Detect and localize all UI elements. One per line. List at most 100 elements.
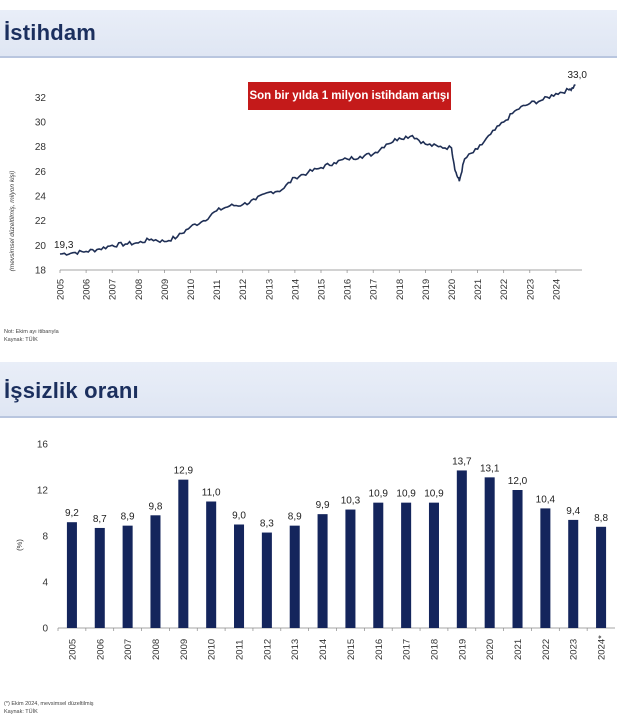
- unemployment-value-label: 9,9: [316, 500, 330, 511]
- unemployment-bar: [568, 519, 579, 628]
- unemployment-title: İşsizlik oranı: [4, 378, 139, 403]
- unemployment-value-label: 8,9: [288, 512, 302, 523]
- employment-note: Not: Ekim ayı itibarıyla: [4, 329, 59, 335]
- unemployment-value-label: 12,9: [174, 466, 194, 477]
- employment-y-tick-label: 30: [35, 118, 47, 129]
- employment-x-tick-label: 2015: [317, 279, 328, 300]
- unemployment-value-label: 10,9: [369, 489, 389, 500]
- unemployment-x-tick-label: 2018: [429, 639, 440, 660]
- unemployment-y-tick-label: 8: [42, 532, 48, 543]
- unemployment-y-tick-label: 0: [42, 624, 48, 635]
- unemployment-bar: [206, 501, 217, 628]
- unemployment-x-ticks: 2005 2006 2007 2008 2009 2010 2011 2012 2013 2014…: [57, 628, 608, 660]
- unemployment-value-label: 8,7: [93, 514, 107, 525]
- unemployment-bar: [401, 502, 412, 628]
- employment-x-tick-label: 2020: [447, 279, 458, 300]
- unemployment-x-tick-label: 2023: [569, 639, 580, 660]
- unemployment-bar: [122, 525, 133, 628]
- unemployment-value-label: 10,9: [424, 489, 444, 500]
- employment-x-tick-label: 2005: [56, 279, 67, 300]
- unemployment-source: Kaynak: TÜİK: [4, 709, 38, 715]
- unemployment-value-labels: 9,2 8,7 8,9 9,8 12,9 11,0 9,0 8,3 8,9 9,9 10,3 10,9…: [65, 456, 608, 529]
- employment-x-tick-label: 2016: [343, 279, 354, 300]
- employment-x-tick-label: 2007: [108, 279, 119, 300]
- employment-x-tick-label: 2012: [238, 279, 249, 300]
- employment-x-tick-label: 2018: [395, 279, 406, 300]
- employment-title: İstihdam: [4, 20, 97, 45]
- unemployment-x-tick-label: 2024*: [597, 635, 608, 660]
- employment-start-label: 19,3: [54, 240, 74, 251]
- employment-y-tick-label: 24: [35, 192, 47, 203]
- unemployment-value-label: 9,4: [566, 506, 580, 517]
- unemployment-x-tick-label: 2006: [95, 639, 106, 660]
- unemployment-y-tick-label: 4: [42, 578, 48, 589]
- employment-x-tick-label: 2014: [290, 279, 301, 300]
- employment-y-tick-label: 26: [35, 167, 47, 178]
- employment-x-tick-label: 2017: [369, 279, 380, 300]
- employment-x-tick-label: 2022: [499, 279, 510, 300]
- unemployment-bar-chart: (%) 0 4 8 12 16 9,2 8,7 8,9 9,8 12,9 11,0 9,0 8,3 8,…: [15, 440, 615, 660]
- unemployment-value-label: 9,2: [65, 508, 79, 519]
- unemployment-value-label: 10,3: [341, 496, 361, 507]
- unemployment-x-tick-label: 2014: [318, 639, 329, 660]
- unemployment-header: İşsizlik oranı: [0, 362, 617, 418]
- unemployment-bar: [456, 470, 467, 628]
- unemployment-x-tick-label: 2007: [123, 639, 134, 660]
- unemployment-bar: [150, 515, 161, 628]
- employment-x-tick-label: 2021: [473, 279, 484, 300]
- unemployment-value-label: 8,3: [260, 519, 274, 530]
- employment-callout: Son bir yılda 1 milyon istihdam artışı: [248, 82, 451, 110]
- unemployment-value-label: 13,7: [452, 456, 472, 467]
- employment-end-label: 33,0: [567, 70, 587, 81]
- unemployment-value-label: 13,1: [480, 463, 500, 474]
- employment-x-tick-label: 2024: [551, 279, 562, 300]
- unemployment-bar: [373, 502, 384, 628]
- employment-x-tick-label: 2023: [525, 279, 536, 300]
- unemployment-bar: [512, 490, 523, 628]
- employment-y-ticks: 18 20 22 24 26 28 30 32: [35, 93, 47, 277]
- unemployment-x-tick-label: 2013: [290, 639, 301, 660]
- unemployment-bar: [66, 522, 77, 628]
- employment-ylabel: (mevsimsel düzeltilmiş, milyon kişi): [9, 171, 16, 272]
- unemployment-x-tick-label: 2022: [541, 639, 552, 660]
- employment-y-tick-label: 22: [35, 216, 47, 227]
- unemployment-bar: [317, 514, 328, 628]
- unemployment-y-ticks: 0 4 8 12 16: [37, 440, 49, 635]
- unemployment-x-tick-label: 2015: [346, 639, 357, 660]
- unemployment-value-label: 8,8: [594, 513, 608, 524]
- unemployment-x-tick-label: 2009: [179, 639, 190, 660]
- unemployment-value-label: 11,0: [202, 488, 221, 499]
- unemployment-bar: [540, 508, 551, 628]
- unemployment-x-tick-label: 2020: [485, 639, 496, 660]
- unemployment-value-label: 12,0: [508, 476, 528, 487]
- unemployment-value-label: 8,9: [121, 512, 135, 523]
- unemployment-value-label: 9,0: [232, 511, 246, 522]
- employment-x-tick-label: 2013: [264, 279, 275, 300]
- employment-x-ticks: 2005 2006 2007 2008 2009 2010 2011 2012 2013 2014…: [56, 270, 562, 300]
- unemployment-x-tick-label: 2005: [67, 639, 78, 660]
- employment-x-tick-label: 2008: [134, 279, 145, 300]
- employment-y-tick-label: 20: [35, 241, 47, 252]
- unemployment-x-tick-label: 2021: [513, 639, 524, 660]
- unemployment-note: (*) Ekim 2024, mevsimsel düzeltilmiş: [4, 701, 94, 707]
- unemployment-value-label: 9,8: [149, 501, 163, 512]
- unemployment-x-tick-label: 2010: [207, 639, 218, 660]
- unemployment-x-tick-label: 2016: [374, 639, 385, 660]
- employment-y-tick-label: 18: [35, 266, 47, 277]
- unemployment-x-tick-label: 2012: [262, 639, 273, 660]
- employment-series-line: [59, 84, 576, 256]
- unemployment-value-label: 10,9: [396, 489, 416, 500]
- employment-x-tick-label: 2009: [160, 279, 171, 300]
- unemployment-bars: [66, 470, 607, 628]
- employment-x-tick-label: 2019: [421, 279, 432, 300]
- unemployment-bar: [345, 509, 356, 628]
- employment-y-tick-label: 28: [35, 142, 47, 153]
- employment-line-chart: (mevsimsel düzeltilmiş, milyon kişi) 18 2…: [9, 70, 587, 300]
- unemployment-bar: [234, 524, 245, 628]
- unemployment-y-tick-label: 12: [37, 486, 49, 497]
- unemployment-bar: [178, 479, 189, 628]
- unemployment-bar: [428, 502, 439, 628]
- unemployment-bar: [484, 477, 495, 628]
- employment-x-tick-label: 2006: [82, 279, 93, 300]
- employment-y-tick-label: 32: [35, 93, 47, 104]
